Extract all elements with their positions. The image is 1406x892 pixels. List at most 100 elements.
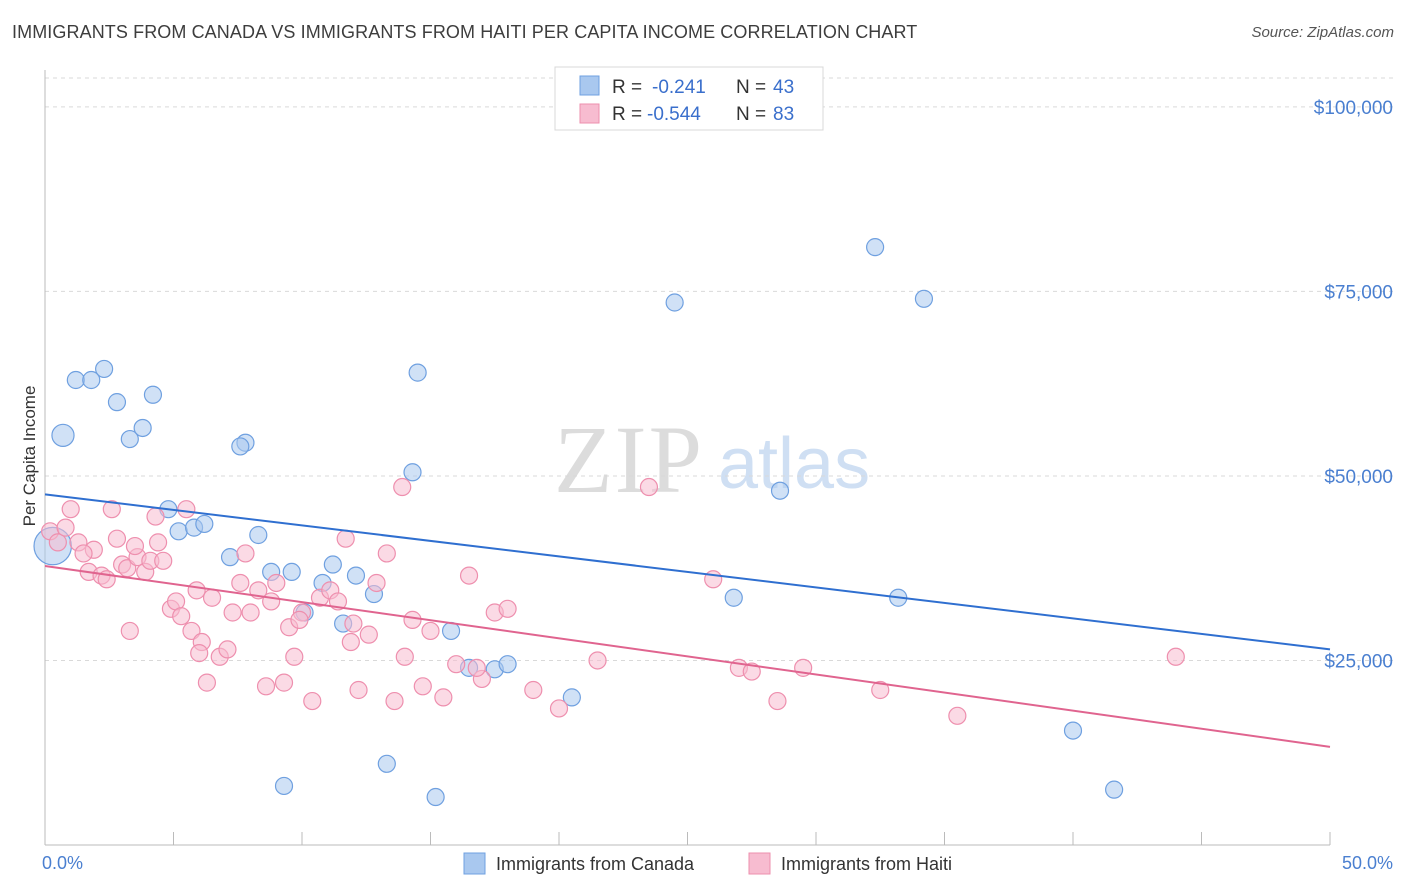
canada-point [323,555,342,574]
legend-r-value-canada: -0.241 [652,77,706,98]
canada-point [377,754,396,773]
haiti-point [403,610,422,629]
canada-point [82,370,101,390]
haiti-point [742,662,761,681]
bottom-legend-label-canada: Immigrants from Canada [496,854,695,874]
canada-point [120,429,139,449]
x-tick-label-min: 0.0% [42,853,83,873]
haiti-point [467,658,486,677]
haiti-point [359,625,378,644]
haiti-points [41,477,1185,725]
canada-point [249,525,268,545]
haiti-point [202,588,222,607]
haiti-point [120,621,139,641]
bottom-legend-swatch-canada [463,852,486,875]
haiti-point [177,500,196,519]
canada-trend-line [44,493,1331,651]
canada-point [426,787,445,807]
haiti-point [524,680,543,700]
haiti-point [107,529,127,548]
legend-r-label-canada: R = [612,77,642,98]
canada-point [770,481,790,500]
haiti-point [61,500,80,519]
haiti-point [349,680,368,700]
canada-point [866,238,885,257]
haiti-point [146,507,165,526]
haiti-point [948,706,967,725]
watermark-atlas: atlas [718,424,870,504]
haiti-point [187,581,206,600]
haiti-point [285,647,304,666]
haiti-point [639,477,659,497]
haiti-point [241,603,260,622]
watermark-zip: ZIP [554,406,704,513]
chart-title: IMMIGRANTS FROM CANADA VS IMMIGRANTS FRO… [12,22,918,42]
canada-point [665,293,684,312]
y-tick-label: $100,000 [1314,98,1393,119]
haiti-point [588,651,607,670]
haiti-point [197,673,217,692]
canada-point [195,514,214,534]
legend-r-value-haiti: -0.544 [647,104,701,125]
y-tick-labels: $25,000 $50,000 $75,000 $100,000 [1314,98,1393,673]
canada-point [1105,780,1124,799]
y-tick-label: $25,000 [1324,651,1393,672]
y-tick-label: $50,000 [1324,467,1393,488]
haiti-point [148,533,168,552]
correlation-legend: R = -0.241 N = 43 R = -0.544 N = 83 [554,66,824,131]
canada-point [169,522,188,541]
series-legend: Immigrants from Canada Immigrants from H… [463,852,952,875]
haiti-point [385,691,404,711]
canada-point [346,566,366,585]
haiti-point [303,691,322,711]
haiti-point [1166,647,1185,666]
canada-point [403,463,422,482]
haiti-point [341,632,360,652]
haiti-point [393,477,412,497]
haiti-point [172,607,191,626]
haiti-point [267,573,286,593]
haiti-point [256,677,276,696]
haiti-point [344,614,363,633]
haiti-point [434,688,453,707]
y-tick-label: $75,000 [1324,282,1393,303]
haiti-point [154,551,173,570]
canada-point [51,423,75,448]
canada-point [66,370,85,390]
legend-n-label-haiti: N = [736,104,766,125]
haiti-point [395,647,414,666]
canada-point [408,363,427,382]
legend-r-label-haiti: R = [612,104,642,125]
haiti-point [447,655,466,674]
haiti-point [223,603,242,622]
haiti-point [125,536,145,556]
canada-point [107,393,127,412]
haiti-point [274,673,294,692]
haiti-point [290,610,309,629]
canada-point [914,289,934,308]
canada-point [562,688,581,707]
haiti-point [74,544,93,563]
canada-point [498,655,517,674]
canada-point [1063,721,1083,740]
canada-point [220,548,240,567]
canada-point [441,621,461,641]
haiti-point [413,677,432,696]
haiti-trend-line [44,565,1331,748]
x-tick-label-max: 50.0% [1342,853,1393,873]
bottom-legend-label-haiti: Immigrants from Haiti [781,854,952,874]
haiti-point [421,621,440,641]
canada-point [143,385,163,404]
haiti-point [498,599,517,618]
haiti-point [336,529,355,548]
legend-swatch-canada [579,75,600,96]
canada-point [724,588,743,607]
canada-point [231,437,250,456]
legend-swatch-haiti [579,103,600,124]
x-ticks [44,832,1331,845]
canada-point [95,359,114,379]
legend-n-value-canada: 43 [773,77,794,98]
haiti-point [871,680,890,700]
bottom-legend-swatch-haiti [748,852,771,875]
haiti-point [367,573,386,593]
